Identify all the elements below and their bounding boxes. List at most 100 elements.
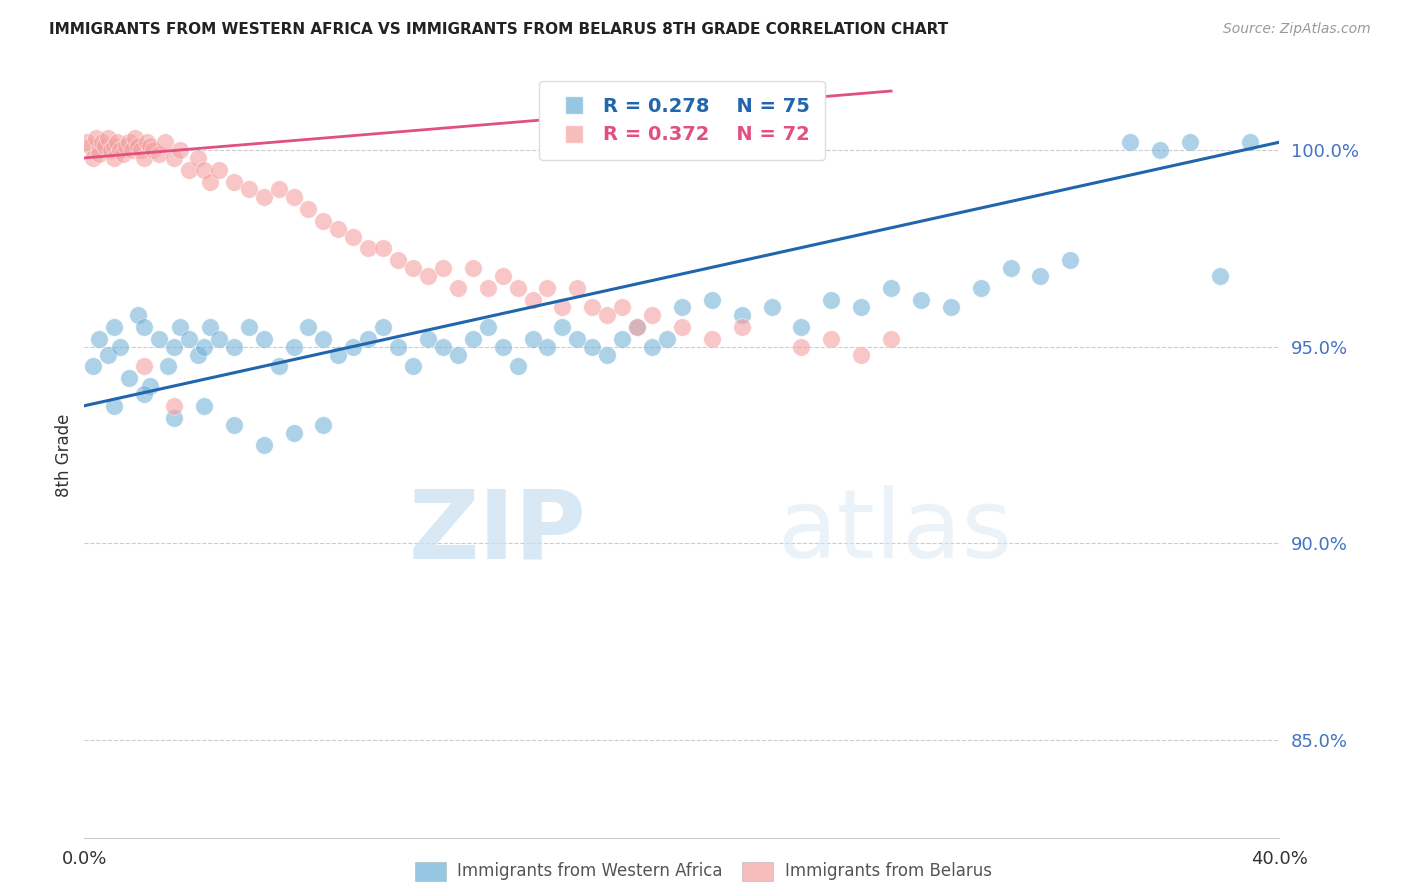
Point: [118, 135, 141, 149]
Point: [581, 301, 603, 315]
Point: [447, 281, 470, 295]
Point: [94, 139, 117, 153]
Point: [536, 281, 558, 295]
Point: [612, 332, 634, 346]
Legend: R = 0.278    N = 75, R = 0.372    N = 72: R = 0.278 N = 75, R = 0.372 N = 72: [538, 81, 825, 160]
Point: [328, 221, 350, 235]
Point: [492, 340, 515, 354]
Point: [626, 320, 648, 334]
Point: [208, 332, 231, 346]
Point: [267, 359, 290, 374]
Point: [522, 293, 544, 307]
Point: [198, 174, 221, 188]
Point: [222, 418, 245, 433]
Point: [148, 147, 170, 161]
Point: [103, 399, 125, 413]
Point: [105, 135, 128, 149]
Point: [177, 332, 200, 346]
Point: [267, 182, 290, 196]
Point: [253, 438, 276, 452]
Point: [671, 320, 693, 334]
Point: [132, 387, 156, 401]
Point: [731, 308, 754, 322]
Point: [124, 131, 146, 145]
Point: [312, 332, 335, 346]
Point: [402, 359, 425, 374]
Point: [387, 253, 409, 268]
Point: [163, 399, 186, 413]
Point: [373, 241, 395, 255]
Point: [820, 293, 842, 307]
Point: [82, 151, 104, 165]
Point: [253, 332, 276, 346]
Point: [1149, 143, 1171, 157]
Point: [97, 131, 120, 145]
Point: [581, 340, 603, 354]
Point: [121, 143, 143, 157]
Point: [910, 293, 932, 307]
Point: [447, 348, 470, 362]
Point: [432, 261, 454, 276]
Text: Source: ZipAtlas.com: Source: ZipAtlas.com: [1223, 22, 1371, 37]
Point: [700, 293, 723, 307]
Point: [522, 332, 544, 346]
Point: [461, 332, 484, 346]
Text: IMMIGRANTS FROM WESTERN AFRICA VS IMMIGRANTS FROM BELARUS 8TH GRADE CORRELATION : IMMIGRANTS FROM WESTERN AFRICA VS IMMIGR…: [49, 22, 949, 37]
Point: [163, 340, 186, 354]
Point: [89, 332, 111, 346]
Point: [1119, 135, 1142, 149]
Point: [118, 371, 141, 385]
Point: [357, 241, 380, 255]
Point: [283, 426, 305, 441]
Point: [373, 320, 395, 334]
Point: [492, 268, 515, 283]
Point: [416, 268, 439, 283]
Point: [851, 301, 873, 315]
Point: [596, 308, 619, 322]
Point: [163, 410, 186, 425]
Point: [551, 301, 574, 315]
Point: [187, 348, 209, 362]
Point: [238, 182, 260, 196]
Text: ZIP: ZIP: [408, 485, 586, 578]
Point: [387, 340, 409, 354]
Point: [103, 151, 125, 165]
Point: [253, 190, 276, 204]
Point: [208, 162, 231, 177]
Point: [671, 301, 693, 315]
Point: [110, 143, 132, 157]
Point: [193, 340, 215, 354]
Point: [551, 320, 574, 334]
Point: [91, 135, 114, 149]
Point: [103, 320, 125, 334]
Point: [432, 340, 454, 354]
Point: [82, 359, 104, 374]
Point: [641, 340, 664, 354]
Point: [477, 320, 499, 334]
Point: [163, 151, 186, 165]
Point: [880, 281, 903, 295]
Point: [139, 379, 162, 393]
Point: [790, 320, 813, 334]
Point: [328, 348, 350, 362]
Point: [198, 320, 221, 334]
Point: [169, 320, 191, 334]
Point: [357, 332, 380, 346]
Point: [655, 332, 678, 346]
Point: [506, 359, 529, 374]
Point: [312, 418, 335, 433]
Point: [567, 332, 589, 346]
Point: [177, 162, 200, 177]
Point: [187, 151, 209, 165]
Point: [312, 214, 335, 228]
Point: [238, 320, 260, 334]
Point: [89, 147, 111, 161]
Point: [880, 332, 903, 346]
Point: [461, 261, 484, 276]
Point: [626, 320, 648, 334]
Point: [297, 320, 319, 334]
Point: [851, 348, 873, 362]
Point: [416, 332, 439, 346]
Point: [790, 340, 813, 354]
Point: [1000, 261, 1022, 276]
